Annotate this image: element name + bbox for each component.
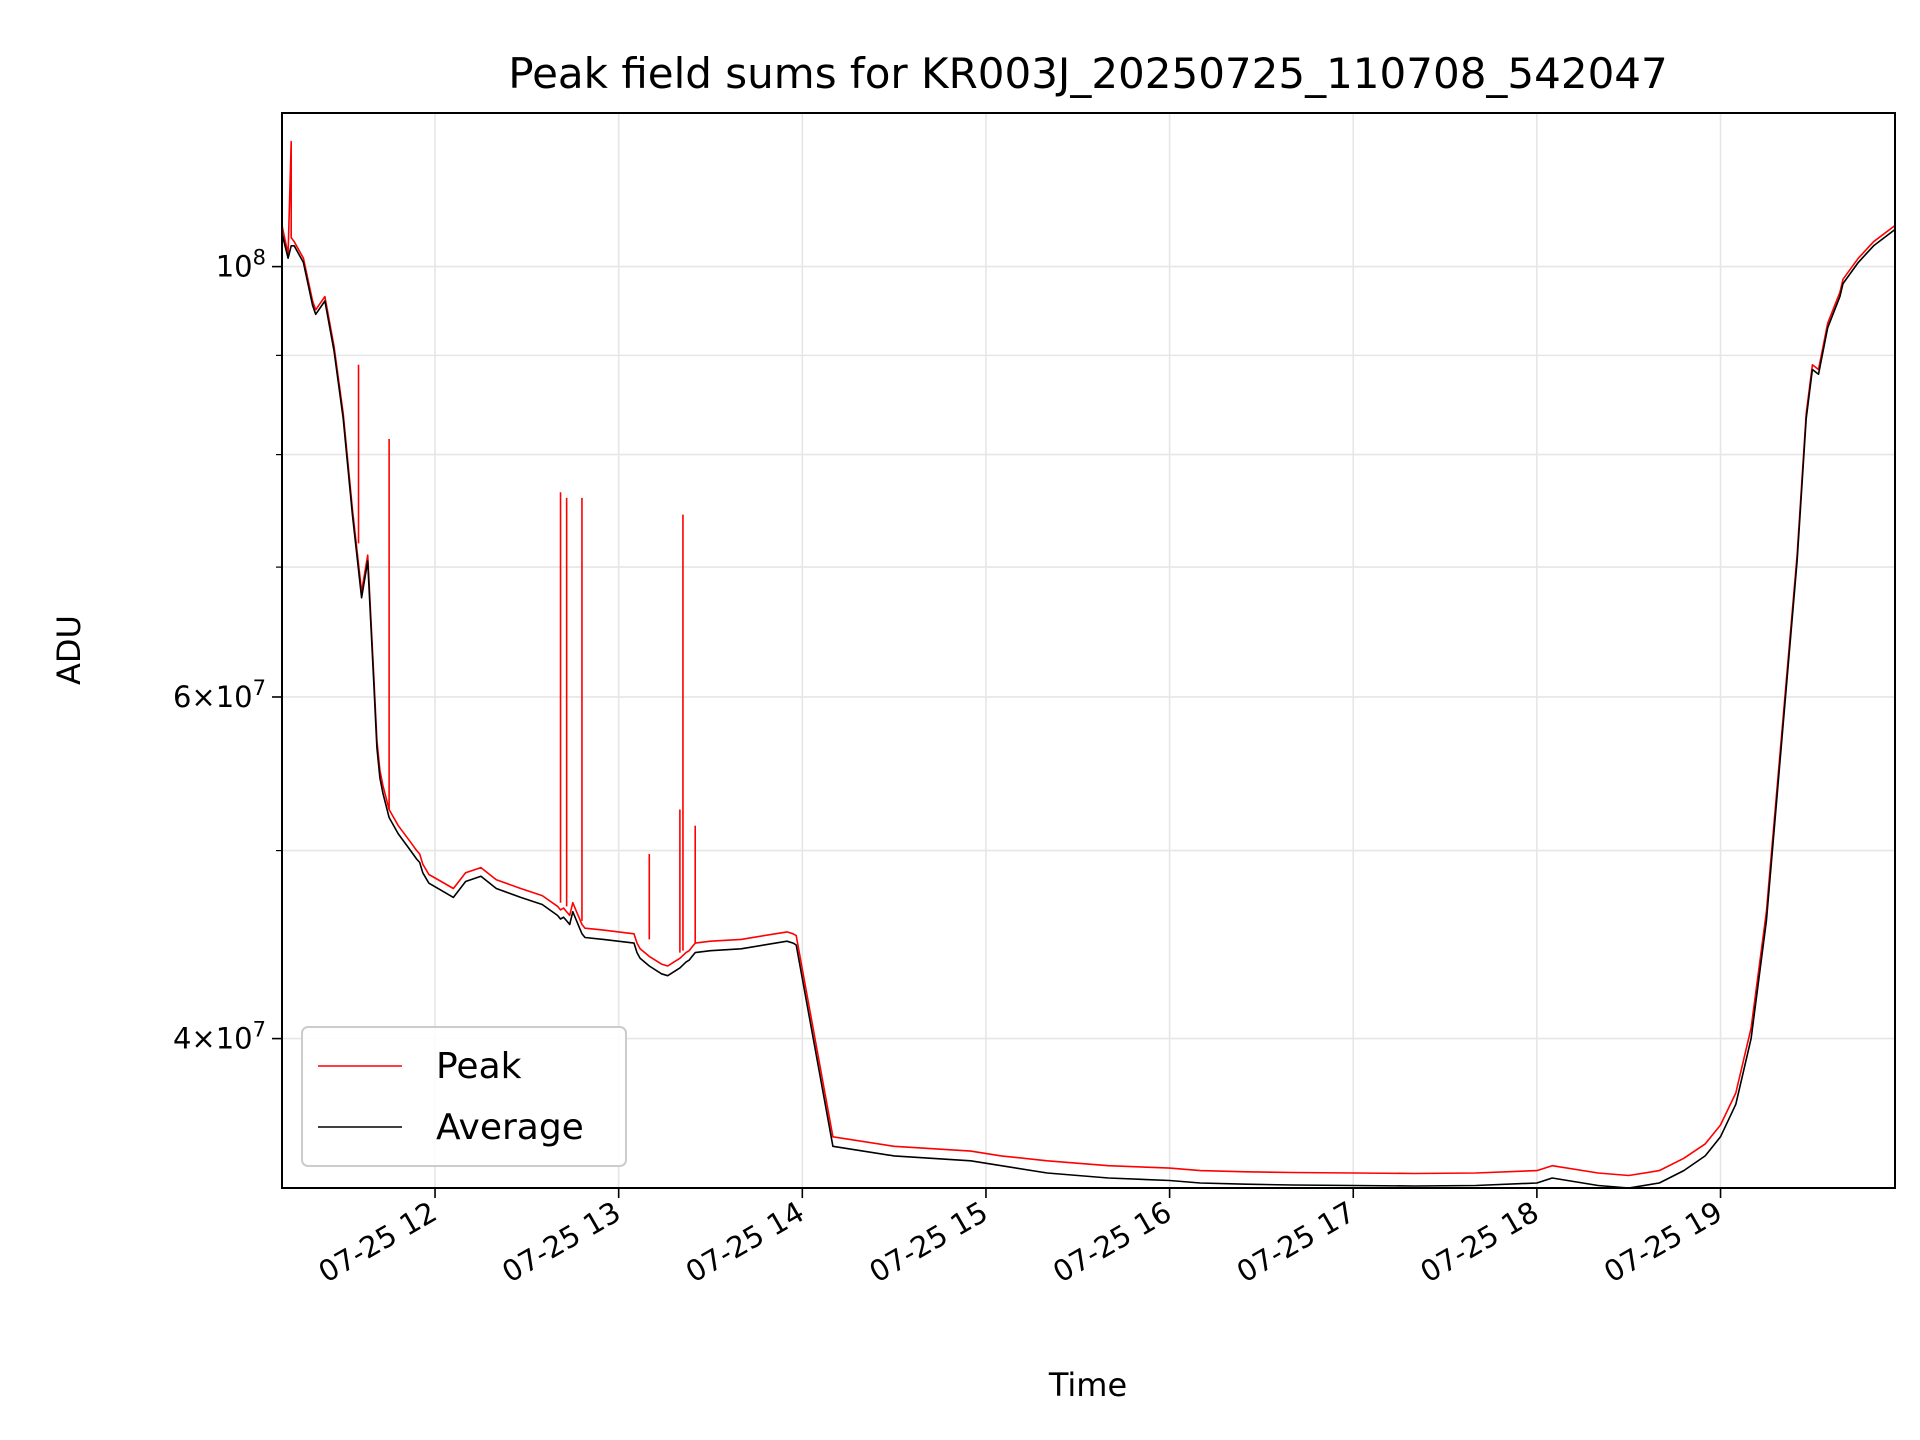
legend-label-average: Average bbox=[436, 1107, 584, 1148]
series-lines bbox=[281, 140, 1896, 1189]
chart-title: Peak field sums for KR003J_20250725_1107… bbox=[508, 49, 1668, 98]
x-axis-label: Time bbox=[1048, 1366, 1127, 1404]
legend-box bbox=[301, 1026, 627, 1167]
y-tick-label: 108 bbox=[216, 246, 266, 284]
series-line-average bbox=[281, 228, 1896, 1189]
y-axis-label: ADU bbox=[50, 615, 88, 685]
legend: Peak Average bbox=[301, 1026, 627, 1167]
y-tick-label: 4×107 bbox=[173, 1018, 266, 1056]
y-tick-label: 6×107 bbox=[173, 676, 266, 714]
legend-label-peak: Peak bbox=[436, 1046, 522, 1087]
plot-frame bbox=[281, 112, 1896, 1189]
